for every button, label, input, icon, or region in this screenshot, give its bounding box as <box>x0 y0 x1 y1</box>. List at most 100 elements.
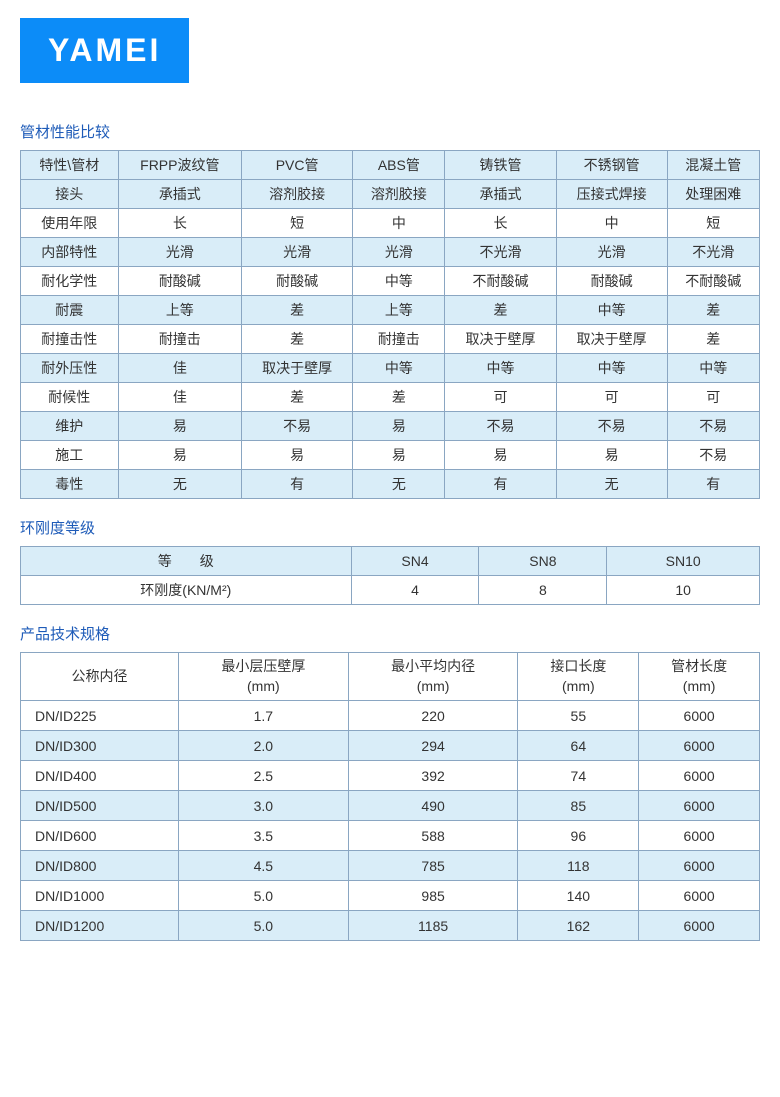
t1-r7-c6: 可 <box>667 383 759 412</box>
t1-r10-c6: 有 <box>667 470 759 499</box>
t1-r3-c3: 中等 <box>353 267 445 296</box>
t1-r3-c6: 不耐酸碱 <box>667 267 759 296</box>
t3-r7-c0: DN/ID1200 <box>21 911 179 941</box>
t3-r6-c4: 6000 <box>639 881 760 911</box>
t3-r4-c1: 3.5 <box>178 821 348 851</box>
t3-r6-c2: 985 <box>348 881 518 911</box>
t1-r2-c5: 光滑 <box>556 238 667 267</box>
t1-r10-c3: 无 <box>353 470 445 499</box>
t1-r10-c5: 无 <box>556 470 667 499</box>
t3-r4-c3: 96 <box>518 821 639 851</box>
t2-b0: 环刚度(KN/M²) <box>21 576 352 605</box>
t1-r5-c2: 差 <box>242 325 353 354</box>
t1-r2-c3: 光滑 <box>353 238 445 267</box>
t3-r0-c4: 6000 <box>639 701 760 731</box>
t1-r7-c1: 佳 <box>118 383 242 412</box>
t3-r1-c4: 6000 <box>639 731 760 761</box>
t1-r2-c4: 不光滑 <box>445 238 556 267</box>
t3-r7-c2: 1185 <box>348 911 518 941</box>
t1-r6-c3: 中等 <box>353 354 445 383</box>
t3-col-1: 最小层压壁厚(mm) <box>178 653 348 701</box>
t1-r9-c1: 易 <box>118 441 242 470</box>
t3-r3-c4: 6000 <box>639 791 760 821</box>
t1-r3-c1: 耐酸碱 <box>118 267 242 296</box>
t1-r2-c0: 内部特性 <box>21 238 119 267</box>
t3-r6-c3: 140 <box>518 881 639 911</box>
t1-r0-c5: 压接式焊接 <box>556 180 667 209</box>
t1-r8-c1: 易 <box>118 412 242 441</box>
t2-b2: 8 <box>479 576 607 605</box>
t1-r1-c3: 中 <box>353 209 445 238</box>
t3-r5-c0: DN/ID800 <box>21 851 179 881</box>
t3-col-3: 接口长度(mm) <box>518 653 639 701</box>
t1-r2-c2: 光滑 <box>242 238 353 267</box>
t1-col-6: 混凝土管 <box>667 151 759 180</box>
t2-h3: SN10 <box>607 547 760 576</box>
t1-r4-c2: 差 <box>242 296 353 325</box>
t1-r3-c0: 耐化学性 <box>21 267 119 296</box>
t1-r7-c3: 差 <box>353 383 445 412</box>
t1-r0-c0: 接头 <box>21 180 119 209</box>
t1-r0-c2: 溶剂胶接 <box>242 180 353 209</box>
t1-r6-c4: 中等 <box>445 354 556 383</box>
t1-r1-c2: 短 <box>242 209 353 238</box>
t1-r1-c4: 长 <box>445 209 556 238</box>
t1-r7-c0: 耐候性 <box>21 383 119 412</box>
t1-col-3: ABS管 <box>353 151 445 180</box>
t1-col-1: FRPP波纹管 <box>118 151 242 180</box>
t1-r6-c1: 佳 <box>118 354 242 383</box>
t2-b1: 4 <box>351 576 479 605</box>
t3-r4-c0: DN/ID600 <box>21 821 179 851</box>
t3-r3-c2: 490 <box>348 791 518 821</box>
t1-r6-c6: 中等 <box>667 354 759 383</box>
t3-r1-c3: 64 <box>518 731 639 761</box>
t1-r5-c6: 差 <box>667 325 759 354</box>
t1-r8-c0: 维护 <box>21 412 119 441</box>
t1-r1-c1: 长 <box>118 209 242 238</box>
t3-r0-c1: 1.7 <box>178 701 348 731</box>
t3-r5-c1: 4.5 <box>178 851 348 881</box>
t1-r8-c6: 不易 <box>667 412 759 441</box>
t1-r2-c6: 不光滑 <box>667 238 759 267</box>
t3-r1-c0: DN/ID300 <box>21 731 179 761</box>
t1-r10-c2: 有 <box>242 470 353 499</box>
t1-r5-c5: 取决于壁厚 <box>556 325 667 354</box>
t3-r0-c0: DN/ID225 <box>21 701 179 731</box>
t3-r7-c1: 5.0 <box>178 911 348 941</box>
t1-r5-c1: 耐撞击 <box>118 325 242 354</box>
t1-r8-c2: 不易 <box>242 412 353 441</box>
t3-r0-c3: 55 <box>518 701 639 731</box>
comparison-table: 特性\管材FRPP波纹管PVC管ABS管铸铁管不锈钢管混凝土管接头承插式溶剂胶接… <box>20 150 760 499</box>
stiffness-table: 等 级 SN4 SN8 SN10 环刚度(KN/M²) 4 8 10 <box>20 546 760 605</box>
t1-r4-c5: 中等 <box>556 296 667 325</box>
t3-r6-c1: 5.0 <box>178 881 348 911</box>
t1-r8-c5: 不易 <box>556 412 667 441</box>
t1-col-2: PVC管 <box>242 151 353 180</box>
t1-r0-c6: 处理困难 <box>667 180 759 209</box>
t1-r9-c6: 不易 <box>667 441 759 470</box>
t1-r7-c5: 可 <box>556 383 667 412</box>
t1-r7-c4: 可 <box>445 383 556 412</box>
t1-r10-c0: 毒性 <box>21 470 119 499</box>
t1-r3-c5: 耐酸碱 <box>556 267 667 296</box>
t3-r4-c2: 588 <box>348 821 518 851</box>
t1-r10-c1: 无 <box>118 470 242 499</box>
t1-r2-c1: 光滑 <box>118 238 242 267</box>
t3-r3-c0: DN/ID500 <box>21 791 179 821</box>
t2-h0: 等 级 <box>21 547 352 576</box>
t1-r7-c2: 差 <box>242 383 353 412</box>
t1-r3-c4: 不耐酸碱 <box>445 267 556 296</box>
t3-r7-c3: 162 <box>518 911 639 941</box>
t1-r5-c4: 取决于壁厚 <box>445 325 556 354</box>
t1-r9-c3: 易 <box>353 441 445 470</box>
t3-r5-c3: 118 <box>518 851 639 881</box>
section2-title: 环刚度等级 <box>20 517 760 538</box>
t3-col-0: 公称内径 <box>21 653 179 701</box>
t3-r2-c0: DN/ID400 <box>21 761 179 791</box>
t3-r0-c2: 220 <box>348 701 518 731</box>
section3-title: 产品技术规格 <box>20 623 760 644</box>
t1-r9-c0: 施工 <box>21 441 119 470</box>
t3-r4-c4: 6000 <box>639 821 760 851</box>
t1-r0-c3: 溶剂胶接 <box>353 180 445 209</box>
t3-col-4: 管材长度(mm) <box>639 653 760 701</box>
